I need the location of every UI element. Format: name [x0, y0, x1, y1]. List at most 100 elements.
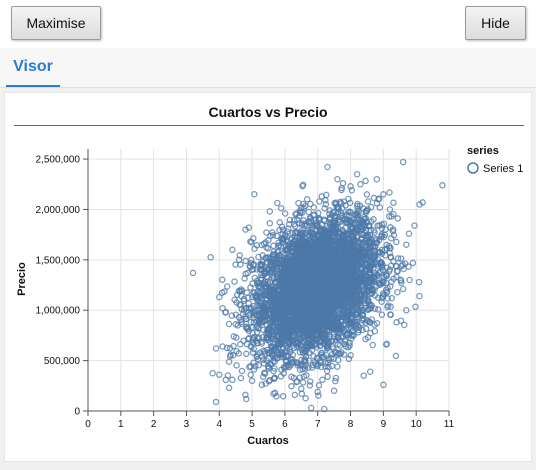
- scatter-point: [271, 374, 278, 382]
- scatter-point: [380, 381, 387, 389]
- scatter-point: [335, 205, 343, 213]
- scatter-point: [212, 345, 220, 352]
- x-tick-label: 4: [216, 419, 222, 430]
- scatter-point: [240, 295, 248, 303]
- scatter-point: [302, 394, 309, 402]
- scatter-point: [209, 369, 216, 377]
- scatter-point: [387, 311, 394, 319]
- scatter-point: [311, 270, 319, 278]
- scatter-point: [376, 279, 384, 286]
- scatter-point: [339, 301, 347, 309]
- scatter-point: [299, 181, 307, 189]
- scatter-point: [282, 286, 290, 293]
- scatter-point: [331, 212, 338, 220]
- scatter-point: [333, 261, 340, 268]
- scatter-point: [207, 253, 214, 261]
- hide-button[interactable]: Hide: [465, 6, 526, 40]
- maximise-button[interactable]: Maximise: [11, 6, 101, 40]
- scatter-point: [225, 384, 233, 392]
- scatter-point: [419, 199, 426, 206]
- scatter-point: [254, 297, 262, 305]
- tab-visor[interactable]: Visor: [6, 48, 60, 87]
- scatter-point: [266, 208, 274, 215]
- scatter-point: [359, 272, 367, 280]
- scatter-point: [374, 256, 382, 263]
- scatter-point: [361, 229, 368, 236]
- scatter-point: [336, 241, 344, 249]
- scatter-point: [340, 240, 347, 247]
- scatter-point: [216, 293, 223, 301]
- scatter-point: [328, 305, 336, 312]
- scatter-point: [302, 220, 309, 228]
- scatter-point: [291, 288, 298, 296]
- scatter-point: [325, 317, 333, 325]
- scatter-point: [310, 204, 318, 211]
- scatter-point: [290, 285, 297, 292]
- scatter-point: [368, 316, 376, 323]
- scatter-point: [387, 244, 394, 252]
- scatter-point: [300, 299, 308, 307]
- scatter-point: [324, 277, 332, 285]
- scatter-point: [274, 199, 281, 207]
- scatter-point: [291, 324, 299, 331]
- scatter-point: [337, 198, 344, 206]
- title-divider: [14, 125, 524, 126]
- scatter-point: [384, 303, 391, 311]
- scatter-point: [305, 292, 313, 299]
- scatter-point: [305, 251, 313, 258]
- scatter-point: [314, 335, 321, 343]
- scatter-point: [374, 306, 382, 313]
- scatter-point: [324, 259, 331, 266]
- scatter-point: [286, 216, 294, 224]
- scatter-point: [280, 266, 288, 274]
- scatter-point: [318, 315, 326, 323]
- scatter-point: [246, 262, 253, 270]
- scatter-point: [334, 356, 342, 364]
- scatter-point: [352, 291, 360, 299]
- scatter-point: [371, 327, 379, 335]
- scatter-point: [255, 253, 262, 261]
- scatter-point: [334, 350, 342, 358]
- scatter-point: [345, 235, 352, 243]
- scatter-point: [299, 349, 307, 356]
- scatter-point: [315, 283, 323, 290]
- scatter-point: [360, 315, 367, 322]
- scatter-point: [247, 371, 254, 379]
- scatter-point: [272, 343, 280, 351]
- scatter-point: [366, 231, 374, 239]
- scatter-point: [370, 243, 377, 251]
- scatter-point: [281, 317, 289, 325]
- scatter-point: [319, 288, 327, 296]
- scatter-point: [276, 219, 284, 226]
- scatter-point: [337, 212, 344, 219]
- scatter-point: [268, 349, 276, 357]
- scatter-point: [373, 200, 381, 207]
- scatter-point: [249, 280, 256, 287]
- scatter-point: [365, 317, 372, 325]
- scatter-point: [361, 304, 368, 312]
- scatter-point: [439, 182, 446, 189]
- scatter-point: [302, 230, 310, 237]
- scatter-point: [376, 222, 383, 229]
- scatter-point: [258, 340, 266, 347]
- scatter-point: [375, 269, 383, 277]
- scatter-point: [335, 336, 343, 343]
- scatter-point: [415, 278, 423, 286]
- scatter-point: [278, 312, 286, 320]
- scatter-point: [354, 212, 362, 219]
- scatter-point: [324, 344, 332, 351]
- scatter-point: [236, 252, 244, 259]
- scatter-point: [248, 377, 256, 385]
- scatter-point: [368, 280, 375, 288]
- scatter-point: [351, 321, 359, 328]
- scatter-point: [289, 333, 297, 341]
- scatter-point: [316, 198, 323, 205]
- scatter-point: [403, 241, 410, 248]
- scatter-point: [394, 288, 401, 296]
- scatter-point: [416, 292, 423, 300]
- scatter-point: [278, 366, 285, 374]
- scatter-point: [316, 298, 323, 306]
- scatter-point: [330, 325, 337, 332]
- scatter-point: [285, 363, 293, 371]
- x-tick-label: 9: [381, 419, 387, 430]
